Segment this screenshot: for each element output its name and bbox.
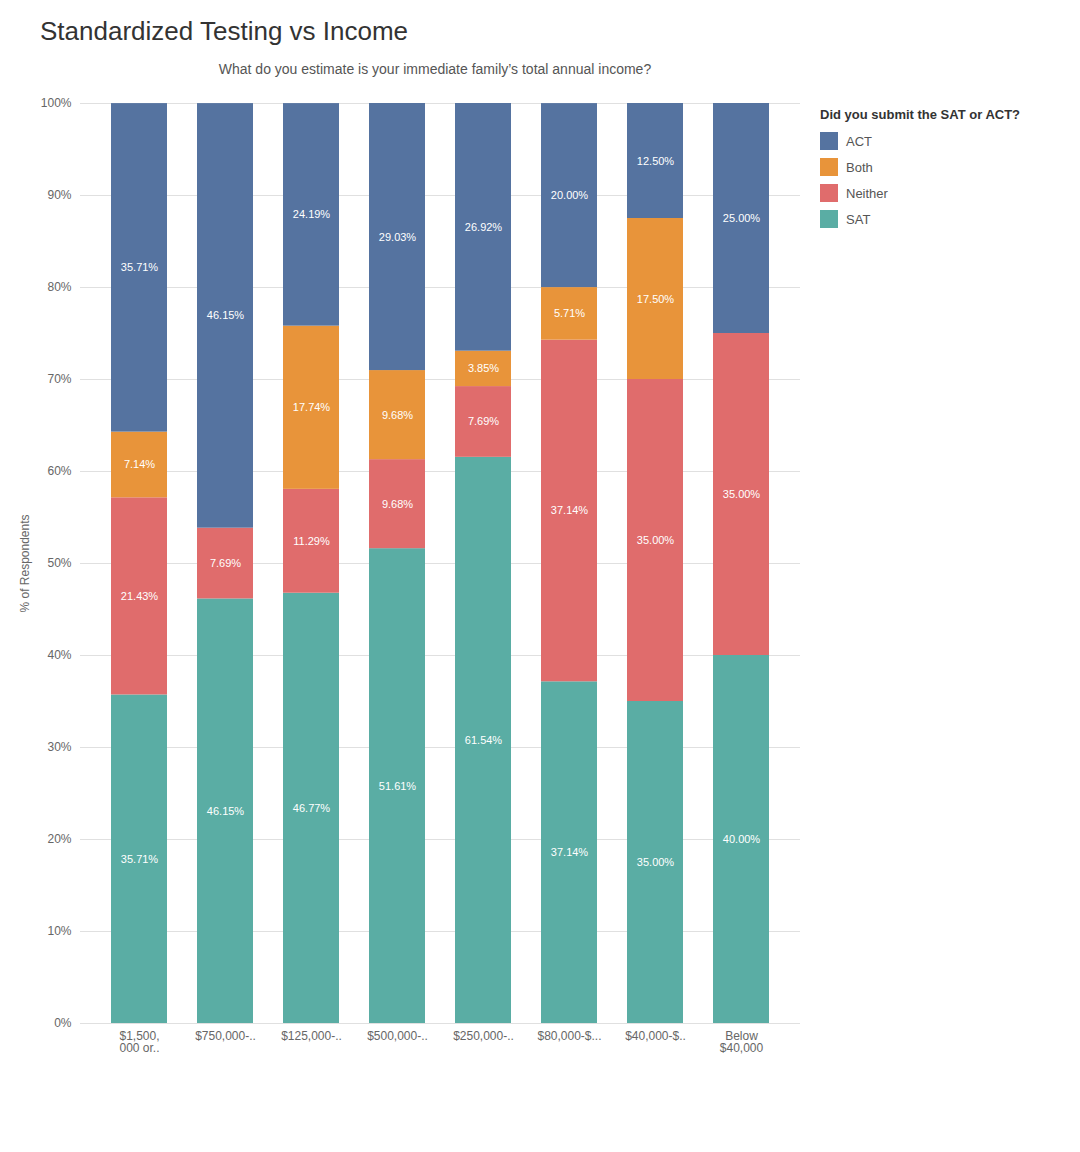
svg-text:60%: 60% (47, 464, 71, 478)
svg-text:37.14%: 37.14% (551, 504, 589, 516)
html-text:Both: Both (846, 159, 873, 175)
html-text:What do you estimate is your i: What do you estimate is your immediate f… (218, 61, 652, 77)
svg-text:46.15%: 46.15% (207, 805, 245, 817)
svg-text:35.71%: 35.71% (121, 853, 159, 865)
svg-text:5.71%: 5.71% (554, 307, 585, 319)
svg-text:0%: 0% (54, 1016, 72, 1030)
svg-text:11.29%: 11.29% (293, 535, 330, 547)
html-text:Neither: Neither (846, 185, 888, 201)
svg-text:51.61%: 51.61% (379, 780, 417, 792)
svg-text:Below$40,000: Below$40,000 (720, 1029, 764, 1055)
svg-text:37.14%: 37.14% (551, 846, 589, 858)
svg-text:26.92%: 26.92% (465, 221, 503, 233)
svg-text:46.77%: 46.77% (293, 802, 331, 814)
svg-text:$500,000-..: $500,000-.. (367, 1029, 428, 1043)
svg-text:35.00%: 35.00% (637, 856, 675, 868)
svg-text:7.14%: 7.14% (124, 458, 155, 470)
svg-text:17.74%: 17.74% (293, 401, 331, 413)
svg-text:25.00%: 25.00% (723, 212, 761, 224)
svg-text:$1,500,000 or..: $1,500,000 or.. (119, 1029, 159, 1055)
svg-text:9.68%: 9.68% (382, 498, 413, 510)
svg-text:20%: 20% (47, 832, 71, 846)
svg-text:7.69%: 7.69% (210, 557, 241, 569)
svg-text:40%: 40% (47, 648, 71, 662)
html-text:Standardized Testing vs Income: Standardized Testing vs Income (40, 16, 409, 46)
svg-text:$40,000-$..: $40,000-$.. (625, 1029, 686, 1043)
svg-text:46.15%: 46.15% (207, 309, 245, 321)
svg-text:$80,000-$...: $80,000-$... (537, 1029, 601, 1043)
html-text:Did you submit the SAT or ACT?: Did you submit the SAT or ACT? (820, 107, 1020, 122)
svg-text:29.03%: 29.03% (379, 231, 417, 243)
svg-text:$250,000-..: $250,000-.. (453, 1029, 514, 1043)
svg-text:80%: 80% (47, 280, 71, 294)
svg-text:$750,000-..: $750,000-.. (195, 1029, 256, 1043)
svg-text:9.68%: 9.68% (382, 409, 413, 421)
svg-text:35.00%: 35.00% (723, 488, 761, 500)
svg-text:50%: 50% (47, 556, 71, 570)
svg-text:% of Respondents: % of Respondents (18, 514, 32, 612)
svg-text:100%: 100% (41, 96, 72, 110)
svg-text:7.69%: 7.69% (468, 415, 499, 427)
svg-text:30%: 30% (47, 740, 71, 754)
svg-text:35.71%: 35.71% (121, 261, 159, 273)
svg-text:70%: 70% (47, 372, 71, 386)
html-text:ACT: ACT (846, 133, 872, 149)
svg-text:12.50%: 12.50% (637, 155, 675, 167)
svg-text:40.00%: 40.00% (723, 833, 761, 845)
svg-text:24.19%: 24.19% (293, 208, 331, 220)
svg-text:3.85%: 3.85% (468, 362, 499, 374)
html-text:SAT: SAT (846, 211, 871, 227)
svg-text:10%: 10% (47, 924, 71, 938)
svg-text:17.50%: 17.50% (637, 293, 675, 305)
svg-text:90%: 90% (47, 188, 71, 202)
svg-text:35.00%: 35.00% (637, 534, 675, 546)
svg-text:21.43%: 21.43% (121, 590, 159, 602)
svg-text:61.54%: 61.54% (465, 734, 503, 746)
svg-text:$125,000-..: $125,000-.. (281, 1029, 342, 1043)
svg-text:20.00%: 20.00% (551, 189, 589, 201)
